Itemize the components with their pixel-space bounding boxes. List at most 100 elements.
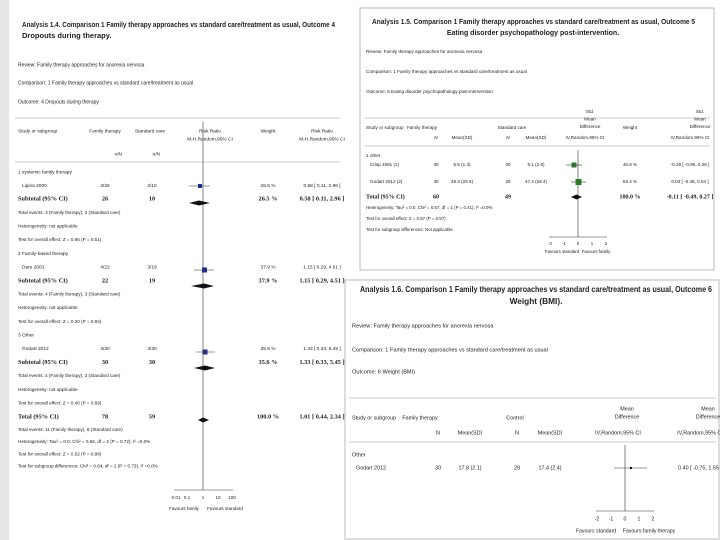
axis-tick-label: 100 bbox=[228, 495, 236, 500]
header: Risk Ratio bbox=[311, 128, 333, 134]
cell: 17.8 (2.1) bbox=[458, 465, 481, 471]
axis-tick-label: 2 bbox=[605, 241, 608, 246]
group-name: Other bbox=[352, 452, 366, 458]
cell: 47.4 (28.4) bbox=[525, 179, 548, 184]
header: M-H,Random,95% CI bbox=[299, 136, 345, 142]
comparison: Comparison: 1 Family therapy approaches … bbox=[18, 80, 193, 86]
cell: Total (95% CI) bbox=[366, 193, 405, 200]
cell: N bbox=[506, 135, 509, 140]
cell: Mean(SD) bbox=[458, 430, 483, 436]
cell: 1.33 [ 0.33, 5.45 ] bbox=[299, 359, 344, 366]
cell: 0.58 [ 0.11, 2.96 ] bbox=[300, 196, 345, 203]
header: Mean bbox=[694, 117, 706, 122]
header: Weight bbox=[261, 128, 277, 134]
cell: 100.0 % bbox=[257, 413, 279, 420]
study-marker bbox=[202, 349, 208, 355]
cell: IV,Random,95% CI bbox=[671, 135, 710, 140]
cell: 30 bbox=[433, 162, 439, 167]
diamond bbox=[189, 200, 210, 206]
header: Control bbox=[506, 415, 523, 421]
cell: -0.29 [ -0.86, 0.28 ] bbox=[671, 162, 710, 167]
note: Heterogeneity: not applicable bbox=[18, 387, 78, 392]
cell: 19 bbox=[149, 277, 155, 284]
note: Total events: 3 (Family therapy), 2 (Sta… bbox=[18, 210, 121, 215]
header: Difference bbox=[615, 414, 639, 420]
title: Analysis 1.6. Comparison 1 Family therap… bbox=[360, 284, 712, 294]
cell: Subtotal (95% CI) bbox=[18, 277, 68, 284]
title: Eating disorder psychopathology post-int… bbox=[447, 30, 619, 37]
cell: 17.4 (2.4) bbox=[538, 465, 561, 471]
axis-tick-label: -1 bbox=[609, 516, 614, 522]
header: Mean bbox=[584, 117, 596, 122]
note: Test for overall effect: Z = 0.40 (P = 0… bbox=[18, 400, 102, 405]
axis-tick-label: -2 bbox=[548, 241, 552, 246]
cell: 10 bbox=[149, 196, 155, 203]
cell: 5.5 (1.3) bbox=[453, 162, 471, 167]
favours-label: Favours family therapy bbox=[623, 528, 676, 534]
cell: 20 bbox=[505, 162, 511, 167]
header: Study or subgroup bbox=[366, 125, 404, 130]
title: Analysis 1.4. Comparison 1 Family therap… bbox=[22, 20, 336, 29]
group-name: 3 Other bbox=[18, 332, 34, 338]
cell: 4/30 bbox=[100, 346, 110, 352]
cell: Subtotal (95% CI) bbox=[18, 196, 68, 203]
cell: 30 bbox=[149, 359, 155, 366]
cell: 59 bbox=[149, 413, 155, 420]
cell: 100.0 % bbox=[620, 194, 641, 200]
favours-label: Favours family bbox=[169, 506, 200, 511]
study-marker bbox=[575, 179, 582, 185]
note: Heterogeneity: Tau² = 0.0; Chi² = 0.66, … bbox=[18, 439, 150, 444]
study-marker bbox=[202, 267, 207, 273]
note: Total events: 4 (Family therapy), 3 (Sta… bbox=[18, 373, 121, 378]
cell: 4/22 bbox=[100, 264, 110, 270]
diamond bbox=[198, 417, 209, 423]
cell: 0.58 [ 0.11, 2.96 ] bbox=[304, 183, 341, 189]
cell: 46.6 % bbox=[623, 162, 637, 167]
cell: 37.9 % bbox=[259, 277, 278, 284]
header: M-H,Random,95% CI bbox=[187, 136, 233, 142]
cell: Lipina 2000 bbox=[22, 183, 47, 189]
cell: 1.15 [ 0.29, 4.51 ] bbox=[303, 264, 340, 270]
header: Mean bbox=[701, 406, 715, 412]
cell: 30 bbox=[102, 359, 108, 366]
diamond bbox=[191, 283, 214, 289]
left-edge bbox=[0, 0, 9, 540]
header: Family therapy bbox=[407, 125, 438, 130]
header: Study or subgroup bbox=[352, 415, 396, 421]
axis-tick-label: 0.1 bbox=[184, 495, 191, 500]
note: Test for overall effect: Z = 0.02 (P = 0… bbox=[18, 451, 102, 456]
axis-tick-label: 0.01 bbox=[172, 495, 181, 500]
cell: 6.1 (2.6) bbox=[527, 162, 545, 167]
cell: 1.01 [ 0.44, 2.34 ] bbox=[299, 413, 344, 420]
cell: Total (95% CI) bbox=[18, 413, 59, 420]
cell: 35.6 % bbox=[259, 359, 278, 366]
cell: 37.9 % bbox=[261, 264, 277, 270]
axis-tick-label: 2 bbox=[652, 516, 655, 522]
axis-tick-label: 1 bbox=[638, 516, 641, 522]
title: Dropouts during therapy. bbox=[22, 31, 111, 40]
header: Std. bbox=[696, 109, 704, 114]
header: Difference bbox=[696, 414, 720, 420]
group-name: 1 systemic family therapy bbox=[18, 169, 72, 175]
panel-frame bbox=[344, 279, 720, 540]
outcome: Outcome: 4 Dropouts during therapy bbox=[18, 99, 99, 105]
review: Review: Family therapy approaches for an… bbox=[18, 62, 145, 68]
cell: Mean(SD) bbox=[452, 135, 473, 140]
comparison: Comparison: 1 Family therapy approaches … bbox=[366, 69, 527, 74]
axis-tick-label: 0 bbox=[624, 516, 627, 522]
cell: 30 bbox=[435, 465, 441, 471]
cell: Godart 2012 bbox=[356, 465, 386, 471]
title: Weight (BMI). bbox=[510, 296, 563, 306]
note: Heterogeneity: not applicable bbox=[18, 224, 78, 229]
cell: Subtotal (95% CI) bbox=[18, 359, 68, 366]
diamond bbox=[194, 365, 215, 371]
cell: Godart 2012 (2) bbox=[370, 179, 403, 184]
favours-label: Favours standard bbox=[207, 506, 243, 511]
cell: Crisp 1991 (1) bbox=[370, 162, 400, 167]
subheader: n/N bbox=[115, 151, 123, 157]
cell: IV,Random,95% CI bbox=[595, 430, 641, 436]
cell: 78 bbox=[102, 413, 108, 420]
cell: Dare 2001 bbox=[22, 264, 45, 270]
